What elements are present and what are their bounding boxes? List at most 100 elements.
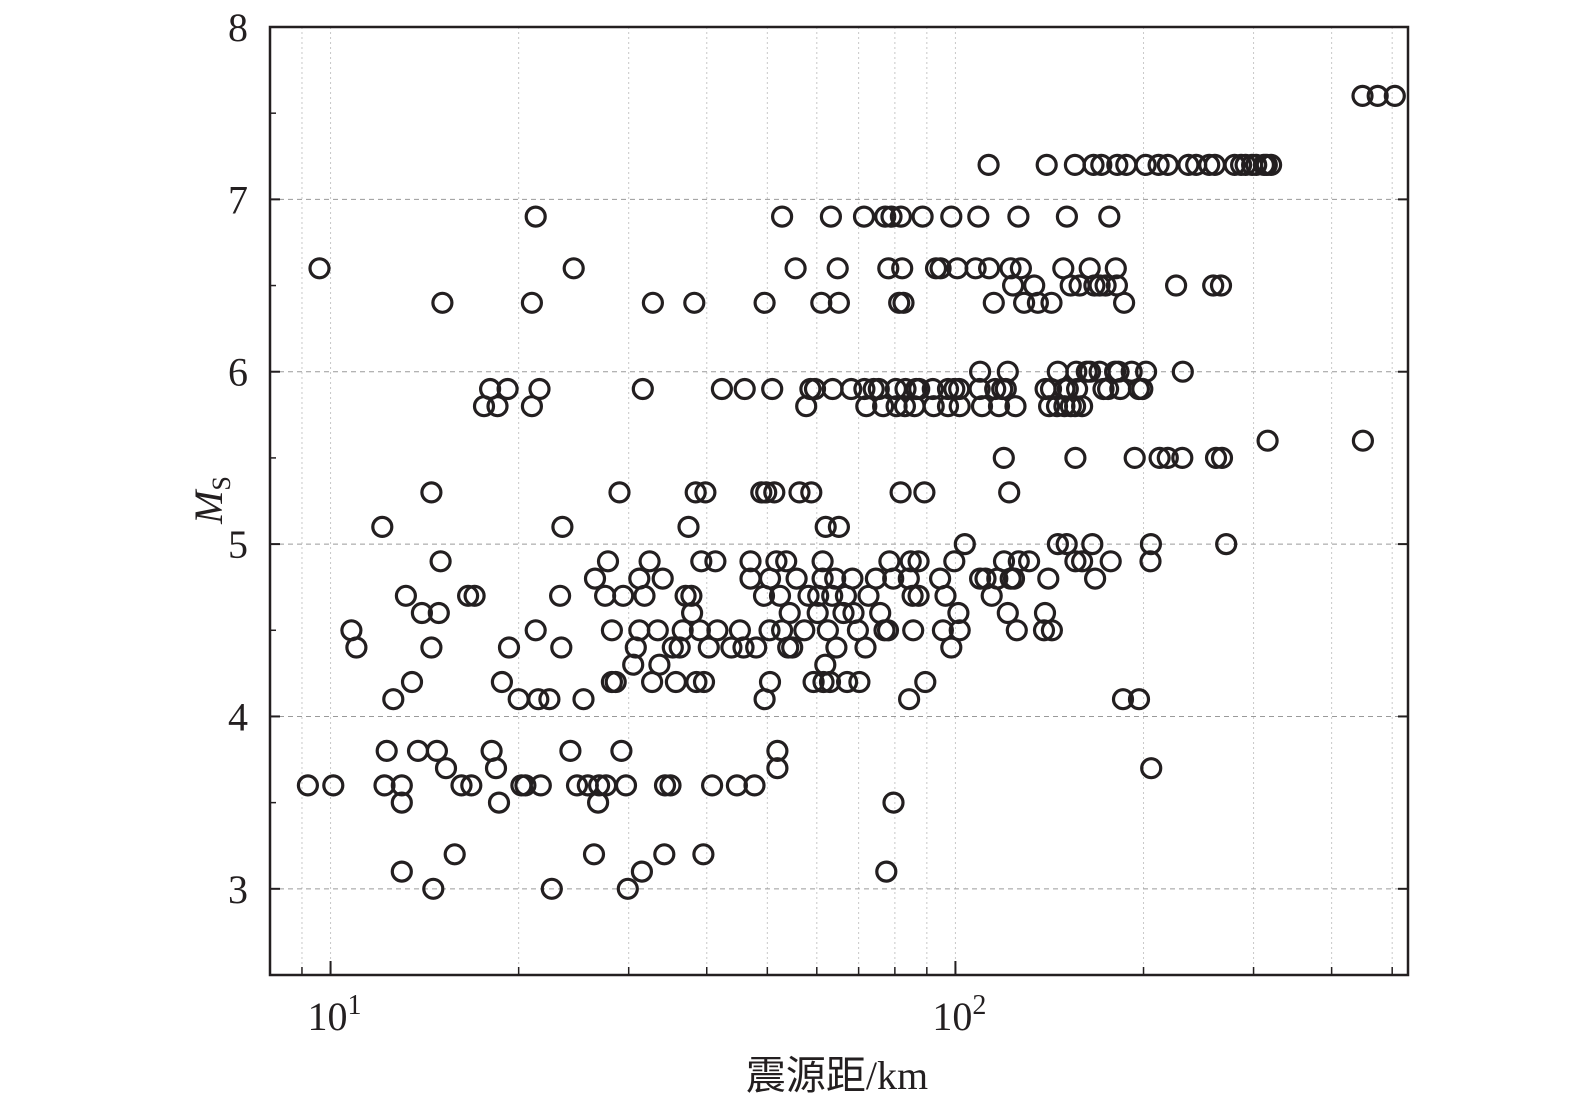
data-point <box>690 550 713 573</box>
data-point <box>1147 153 1170 176</box>
data-point <box>1094 274 1117 297</box>
data-point <box>631 377 654 401</box>
data-point <box>908 377 931 401</box>
data-point <box>770 205 794 228</box>
data-point <box>431 291 454 314</box>
data-point <box>793 619 816 642</box>
data-point <box>680 584 703 607</box>
data-point <box>1005 619 1028 642</box>
data-point <box>753 291 776 314</box>
data-point <box>755 481 778 504</box>
data-point <box>450 774 473 797</box>
data-point <box>901 584 924 607</box>
data-point <box>827 515 851 539</box>
data-point <box>434 757 458 780</box>
data-point <box>559 739 582 763</box>
data-point <box>1164 274 1188 297</box>
data-point <box>797 584 820 607</box>
data-point <box>375 739 398 763</box>
data-point <box>540 877 563 900</box>
data-point <box>852 205 876 228</box>
data-point <box>940 636 963 659</box>
data-point <box>766 757 789 780</box>
data-point <box>761 377 784 401</box>
data-point <box>425 739 448 763</box>
data-point <box>1383 84 1406 108</box>
data-point <box>596 550 620 573</box>
data-point <box>390 774 413 797</box>
data-point <box>529 774 552 797</box>
data-point <box>1046 532 1070 556</box>
data-point <box>390 791 413 814</box>
data-point <box>1127 688 1151 711</box>
data-point <box>371 515 394 539</box>
data-point <box>894 377 917 401</box>
data-point <box>614 774 638 797</box>
data-point <box>835 670 859 694</box>
data-point <box>968 360 992 383</box>
data-point <box>1106 153 1129 176</box>
data-point <box>743 774 766 797</box>
data-point <box>785 567 808 590</box>
data-point <box>651 567 674 590</box>
data-point <box>562 257 585 280</box>
data-point <box>758 670 782 694</box>
data-point <box>608 481 631 504</box>
data-point <box>551 515 574 539</box>
data-point <box>784 257 807 280</box>
data-point <box>914 670 937 694</box>
data-point <box>1204 446 1228 469</box>
data-point <box>322 774 345 797</box>
data-point <box>1059 274 1082 297</box>
data-points <box>296 84 1406 900</box>
data-point <box>1134 360 1158 383</box>
data-point <box>854 636 877 659</box>
data-point <box>825 636 848 659</box>
data-point <box>700 774 724 797</box>
data-point <box>490 670 513 694</box>
data-point <box>496 377 519 401</box>
data-point <box>550 636 573 659</box>
x-tick-label-exponent: 1 <box>348 990 362 1021</box>
data-point <box>1007 550 1030 573</box>
data-point <box>1123 446 1146 469</box>
data-point <box>612 584 635 607</box>
data-point <box>1171 360 1194 383</box>
data-point <box>814 515 837 539</box>
data-point <box>484 757 508 780</box>
data-point <box>1140 757 1163 780</box>
data-point <box>1083 567 1107 590</box>
data-point <box>1209 274 1233 297</box>
data-point <box>457 584 480 607</box>
data-point <box>818 670 842 694</box>
data-point <box>1078 360 1102 383</box>
axis-ticks <box>269 26 1408 976</box>
data-point <box>876 619 900 642</box>
data-point <box>1081 532 1104 556</box>
data-point <box>998 481 1021 504</box>
data-point <box>692 670 716 694</box>
data-point <box>296 774 319 797</box>
data-point <box>874 205 897 228</box>
data-point <box>1026 291 1050 314</box>
y-tick-label: 8 <box>228 5 248 50</box>
data-point <box>1111 688 1135 711</box>
data-point <box>880 205 903 228</box>
data-point <box>600 619 624 642</box>
data-point <box>1351 429 1375 452</box>
data-point <box>1139 532 1163 556</box>
data-point <box>877 257 900 280</box>
data-point <box>1070 550 1094 573</box>
data-point <box>996 601 1019 625</box>
data-point <box>806 601 829 625</box>
x-tick-label-base: 10 <box>932 994 972 1039</box>
data-point <box>733 377 756 401</box>
data-point <box>1256 429 1279 452</box>
data-point <box>1104 257 1127 280</box>
data-point <box>763 481 786 504</box>
data-point <box>1012 291 1036 314</box>
data-point <box>982 291 1005 314</box>
data-point <box>875 860 898 883</box>
data-point <box>1366 84 1389 108</box>
